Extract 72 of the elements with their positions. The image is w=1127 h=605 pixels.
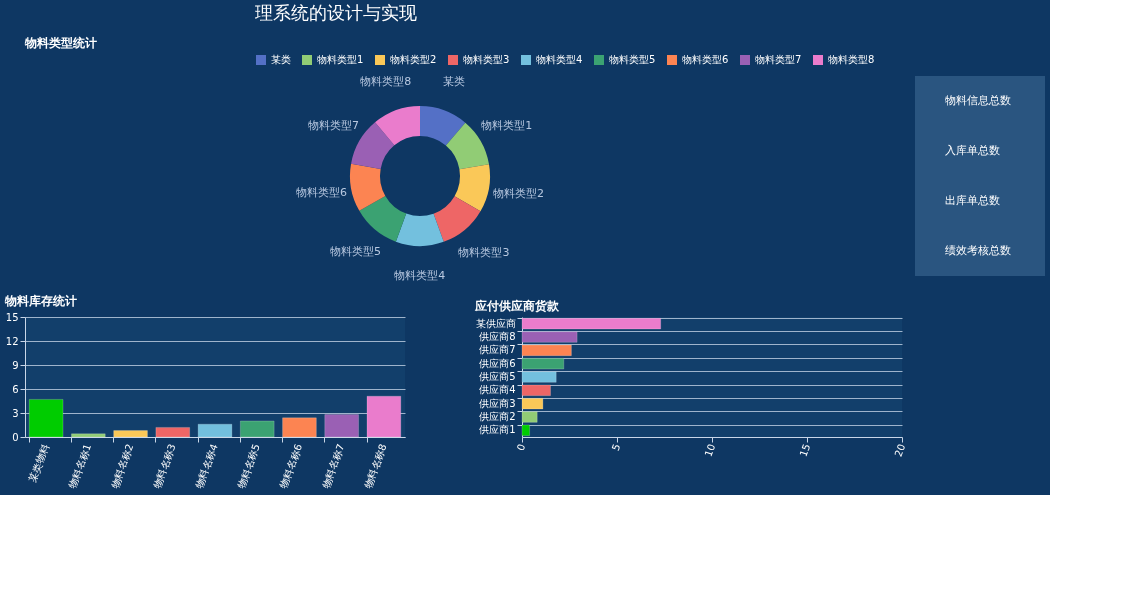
y-tick-label: 供应商8: [479, 331, 516, 342]
x-tick-label: 0: [514, 442, 528, 453]
x-tick-label: 5: [609, 442, 623, 453]
bar: [282, 417, 317, 438]
legend-label: 某类: [271, 54, 291, 65]
x-tick-label: 物料名称3: [151, 442, 178, 490]
donut-slice: [454, 164, 490, 212]
bar: [155, 427, 190, 438]
x-tick-label: 物料名称1: [66, 442, 94, 490]
text: 物料信息总数: [945, 94, 1011, 107]
legend-label: 物料类型3: [463, 54, 510, 65]
y-tick-label: 供应商1: [479, 424, 516, 436]
slice-label: 某类: [443, 75, 466, 89]
x-tick-label: 10: [702, 442, 718, 459]
legend-label: 物料类型1: [317, 54, 364, 65]
donut-slice: [350, 163, 386, 211]
legend-label: 物料类型8: [828, 54, 875, 65]
text: 出库单总数: [945, 194, 1000, 207]
legend-label: 物料类型7: [755, 54, 802, 65]
text: 理系统的设计与实现: [255, 2, 417, 23]
slice-label: 物料类型3: [458, 245, 510, 259]
chart-title: 物料库存统计: [4, 294, 78, 308]
y-tick-label: 供应商7: [479, 344, 516, 356]
legend-label: 物料类型4: [536, 54, 583, 65]
slice-label: 物料类型6: [295, 186, 347, 200]
donut-slice: [420, 106, 466, 146]
donut-slice: [375, 106, 420, 146]
bar: [240, 420, 275, 438]
x-tick-label: 物料名称8: [362, 442, 389, 490]
x-tick-label: 物料名称6: [277, 442, 305, 490]
y-tick-label: 12: [5, 335, 19, 347]
y-tick-label: 供应商6: [479, 357, 516, 369]
y-tick-label: 供应商4: [479, 384, 516, 396]
donut-slice: [351, 122, 395, 169]
donut-slice: [433, 196, 481, 242]
y-tick-label: 9: [12, 359, 19, 371]
y-tick-label: 15: [5, 311, 19, 323]
slice-label: 物料类型7: [307, 118, 359, 132]
bar: [71, 433, 106, 438]
legend-label: 物料类型2: [390, 54, 437, 65]
donut-slice: [395, 213, 444, 246]
y-tick-label: 供应商5: [479, 371, 516, 382]
bar: [324, 414, 359, 438]
legend-label: 物料类型6: [682, 54, 729, 65]
chart-title: 应付供应商货款: [474, 299, 560, 313]
legend-label: 物料类型5: [609, 54, 656, 65]
x-tick-label: 20: [892, 442, 908, 459]
x-tick-label: 物料名称7: [320, 442, 347, 490]
y-tick-label: 供应商3: [479, 397, 516, 409]
text: 入库单总数: [945, 144, 1000, 157]
x-tick-label: 物料名称4: [193, 442, 220, 490]
donut-slice: [359, 195, 407, 242]
y-tick-label: 供应商2: [479, 411, 516, 422]
text: 物料类型统计: [24, 36, 97, 50]
bar: [28, 399, 64, 438]
x-tick-label: 某类物料: [26, 442, 51, 484]
bar: [366, 395, 402, 438]
x-tick-label: 15: [797, 442, 813, 459]
y-tick-label: 6: [12, 383, 19, 395]
y-tick-label: 3: [12, 407, 19, 419]
slice-label: 物料类型5: [330, 245, 382, 259]
y-tick-label: 0: [12, 431, 19, 443]
text: 绩效考核总数: [945, 244, 1011, 257]
slice-label: 物料类型2: [492, 186, 544, 200]
x-tick-label: 物料名称5: [235, 442, 262, 490]
y-tick-label: 某供应商: [475, 317, 516, 329]
bar: [197, 423, 233, 438]
slice-label: 物料类型8: [360, 75, 412, 89]
slice-label: 物料类型1: [481, 119, 533, 133]
slice-label: 物料类型4: [394, 269, 446, 282]
bar: [113, 430, 148, 438]
x-tick-label: 物料名称2: [109, 442, 136, 490]
